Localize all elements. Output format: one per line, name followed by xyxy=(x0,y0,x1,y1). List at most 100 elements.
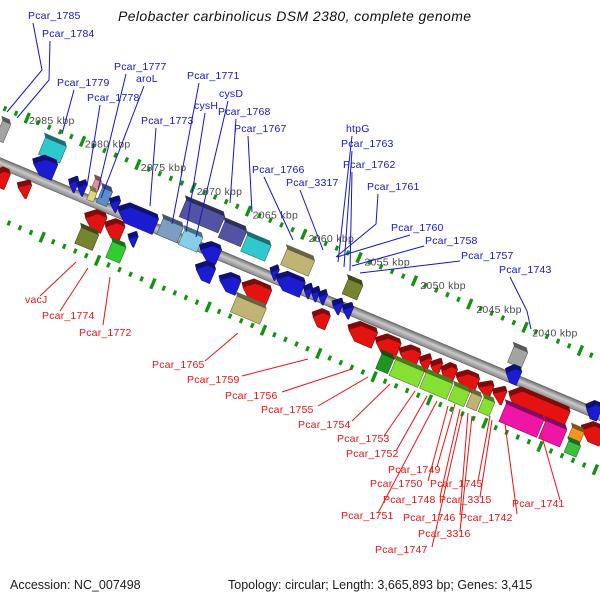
gene-arrow[interactable] xyxy=(72,222,100,251)
gene-label[interactable]: Pcar_1754 xyxy=(298,419,351,431)
gene-arrow[interactable] xyxy=(343,317,380,349)
gene-arrow[interactable] xyxy=(386,354,425,388)
gene-label[interactable]: Pcar_1747 xyxy=(375,544,428,556)
gene-arrow[interactable] xyxy=(214,268,243,296)
gene-label[interactable]: Pcar_1757 xyxy=(461,250,514,262)
gene-label[interactable]: Pcar_1766 xyxy=(252,164,305,176)
gene-arrow[interactable] xyxy=(536,415,569,448)
gene-label[interactable]: cysH xyxy=(194,100,218,112)
gene-arrow[interactable] xyxy=(215,216,248,248)
gene-arrow[interactable] xyxy=(84,185,99,203)
gene-arrow[interactable] xyxy=(417,367,455,400)
gene-label[interactable]: Pcar_1774 xyxy=(42,310,95,322)
gene-arrow[interactable] xyxy=(394,340,423,369)
gene-arrow[interactable] xyxy=(105,192,123,214)
gene-label[interactable]: Pcar_1742 xyxy=(460,512,513,524)
gene-arrow[interactable] xyxy=(93,182,114,207)
gene-label[interactable]: Pcar_1751 xyxy=(341,510,394,522)
gene-label[interactable]: Pcar_3315 xyxy=(439,494,492,506)
gene-arrow[interactable] xyxy=(27,151,59,181)
gene-arrow-body xyxy=(348,325,379,349)
tick-dot xyxy=(382,378,388,385)
gene-label[interactable]: Pcar_1748 xyxy=(383,494,436,506)
gene-label[interactable]: Pcar_1785 xyxy=(28,10,81,22)
gene-label[interactable]: Pcar_1741 xyxy=(512,498,565,510)
gene-label[interactable]: Pcar_3317 xyxy=(286,177,339,189)
gene-arrow[interactable] xyxy=(463,387,483,412)
tick-dot xyxy=(481,417,489,429)
gene-arrow[interactable] xyxy=(278,244,317,277)
gene-label[interactable]: Pcar_1779 xyxy=(57,77,110,89)
tick-dot xyxy=(128,271,133,278)
gene-label[interactable]: Pcar_1784 xyxy=(42,28,95,40)
gene-arrow[interactable] xyxy=(0,115,12,143)
gene-arrow[interactable] xyxy=(338,299,356,320)
gene-arrow[interactable] xyxy=(487,382,508,406)
gene-label[interactable]: Pcar_3316 xyxy=(418,528,471,540)
gene-label[interactable]: Pcar_1743 xyxy=(499,264,552,276)
gene-label[interactable]: Pcar_1761 xyxy=(367,181,420,193)
gene-label-line xyxy=(509,276,532,330)
gene-arrow[interactable] xyxy=(228,291,268,325)
gene-arrow[interactable] xyxy=(581,397,600,422)
gene-label[interactable]: Pcar_1777 xyxy=(114,61,167,73)
gene-arrow[interactable] xyxy=(314,287,329,306)
gene-arrow[interactable] xyxy=(100,215,127,242)
gene-arrow[interactable] xyxy=(414,350,433,373)
gene-arrow[interactable] xyxy=(12,176,33,200)
gene-arrow[interactable] xyxy=(307,305,332,331)
gene-arrow[interactable] xyxy=(238,230,273,262)
gene-arrow[interactable] xyxy=(124,228,140,248)
gene-arrow[interactable] xyxy=(176,195,226,234)
gene-arrow[interactable] xyxy=(339,274,364,301)
gene-label[interactable]: Pcar_1749 xyxy=(388,464,441,476)
gene-label[interactable]: Pcar_1750 xyxy=(370,478,423,490)
gene-arrow[interactable] xyxy=(475,392,496,417)
gene-arrow[interactable] xyxy=(194,237,223,265)
gene-arrow[interactable] xyxy=(103,236,128,264)
gene-label[interactable]: Pcar_1763 xyxy=(341,138,394,150)
gene-arrow[interactable] xyxy=(561,436,582,458)
gene-label[interactable]: Pcar_1759 xyxy=(187,374,240,386)
gene-arrow[interactable] xyxy=(327,295,345,316)
gene-arrow[interactable] xyxy=(473,376,496,401)
gene-label[interactable]: Pcar_1768 xyxy=(218,106,271,118)
gene-arrow[interactable] xyxy=(266,262,281,282)
gene-arrow-top-face xyxy=(285,244,315,261)
gene-arrow[interactable] xyxy=(500,361,523,386)
tick-dot xyxy=(157,170,163,177)
gene-arrow[interactable] xyxy=(113,199,161,235)
gene-arrow-body xyxy=(0,120,12,143)
gene-label[interactable]: Pcar_1765 xyxy=(152,359,205,371)
gene-arrow[interactable] xyxy=(190,257,217,284)
gene-label[interactable]: Pcar_1778 xyxy=(87,92,140,104)
gene-arrow-top-face xyxy=(571,422,585,433)
gene-arrow[interactable] xyxy=(505,341,530,369)
gene-label[interactable]: vacJ xyxy=(25,294,47,306)
gene-arrow[interactable] xyxy=(496,399,545,438)
gene-label[interactable]: Pcar_1746 xyxy=(403,512,456,524)
gene-label[interactable]: Pcar_1762 xyxy=(343,159,396,171)
gene-label[interactable]: aroL xyxy=(136,73,158,85)
gene-label-line xyxy=(204,332,239,362)
gene-arrow[interactable] xyxy=(0,164,12,190)
gene-label[interactable]: Pcar_1752 xyxy=(346,448,399,460)
gene-label[interactable]: Pcar_1745 xyxy=(430,478,483,490)
gene-arrow[interactable] xyxy=(445,380,471,408)
gene-arrow[interactable] xyxy=(271,267,307,298)
gene-label[interactable]: htpG xyxy=(346,123,370,135)
gene-label[interactable]: Pcar_1771 xyxy=(187,70,240,82)
gene-label[interactable]: Pcar_1767 xyxy=(234,123,287,135)
gene-arrow[interactable] xyxy=(373,349,396,375)
gene-label[interactable]: Pcar_1772 xyxy=(79,327,132,339)
gene-label[interactable]: Pcar_1773 xyxy=(141,115,194,127)
gene-label[interactable]: Pcar_1758 xyxy=(425,235,478,247)
gene-label[interactable]: Pcar_1756 xyxy=(225,390,278,402)
gene-label[interactable]: Pcar_1755 xyxy=(261,404,314,416)
gene-label[interactable]: cysD xyxy=(219,88,243,100)
tick-dot xyxy=(183,294,189,301)
gene-label[interactable]: Pcar_1753 xyxy=(337,433,390,445)
gene-arrow-top-face xyxy=(380,349,394,359)
gene-label[interactable]: Pcar_1760 xyxy=(391,222,444,234)
